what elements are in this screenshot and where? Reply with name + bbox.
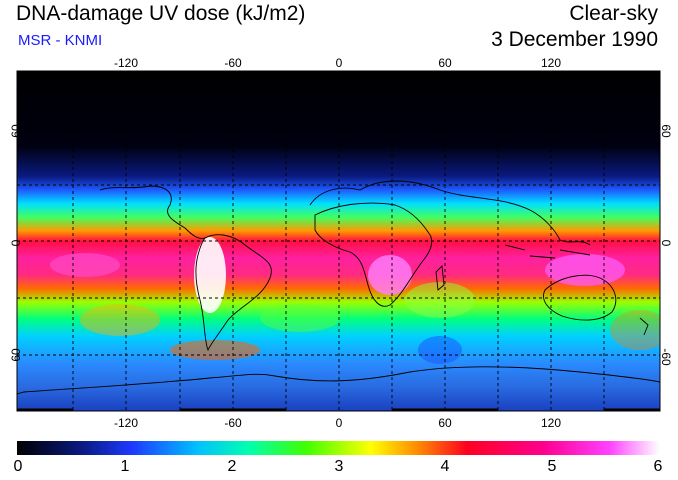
lat-label-left: -60 bbox=[9, 348, 23, 366]
lon-label-bottom: -120 bbox=[113, 416, 139, 430]
colorbar-tick: 1 bbox=[120, 458, 130, 475]
lon-label-top: -60 bbox=[224, 56, 242, 70]
lat-label-left: 0 bbox=[9, 239, 23, 247]
lon-label-bottom: 120 bbox=[540, 416, 562, 430]
north-america-coastline bbox=[99, 185, 206, 239]
date-label: 3 December 1990 bbox=[491, 28, 658, 51]
map-frame-ticks bbox=[17, 70, 660, 412]
lat-label-right: 60 bbox=[659, 124, 673, 138]
lat-label-left: 60 bbox=[9, 124, 23, 138]
colorbar-tick: 3 bbox=[334, 458, 344, 475]
map-frame bbox=[16, 70, 661, 412]
colorbar-tick: 0 bbox=[13, 458, 23, 475]
chart-title: DNA-damage UV dose (kJ/m2) bbox=[16, 2, 306, 25]
sky-condition-label: Clear-sky bbox=[569, 2, 658, 25]
africa-coastline bbox=[314, 202, 433, 307]
colorbar-tick: 6 bbox=[653, 458, 663, 475]
lon-label-top: -120 bbox=[113, 56, 139, 70]
lon-label-top: 0 bbox=[335, 56, 343, 70]
colorbar-tick: 4 bbox=[440, 458, 450, 475]
lat-label-right: 0 bbox=[659, 239, 673, 247]
lon-label-top: 60 bbox=[438, 56, 452, 70]
lon-label-bottom: 0 bbox=[335, 416, 343, 430]
eurasia-coastline bbox=[309, 180, 591, 246]
lon-label-bottom: -60 bbox=[224, 416, 242, 430]
colorbar-tick: 2 bbox=[227, 458, 237, 475]
colorbar bbox=[17, 441, 660, 455]
lat-label-right: -60 bbox=[659, 348, 673, 366]
antarctica-coastline bbox=[17, 366, 660, 411]
colorbar-tick: 5 bbox=[547, 458, 557, 475]
south-america-coastline bbox=[195, 234, 272, 352]
lon-label-top: 120 bbox=[540, 56, 562, 70]
australia-coastline bbox=[543, 274, 617, 321]
data-source-label: MSR - KNMI bbox=[18, 32, 103, 49]
lon-label-bottom: 60 bbox=[438, 416, 452, 430]
graticule bbox=[17, 71, 660, 411]
